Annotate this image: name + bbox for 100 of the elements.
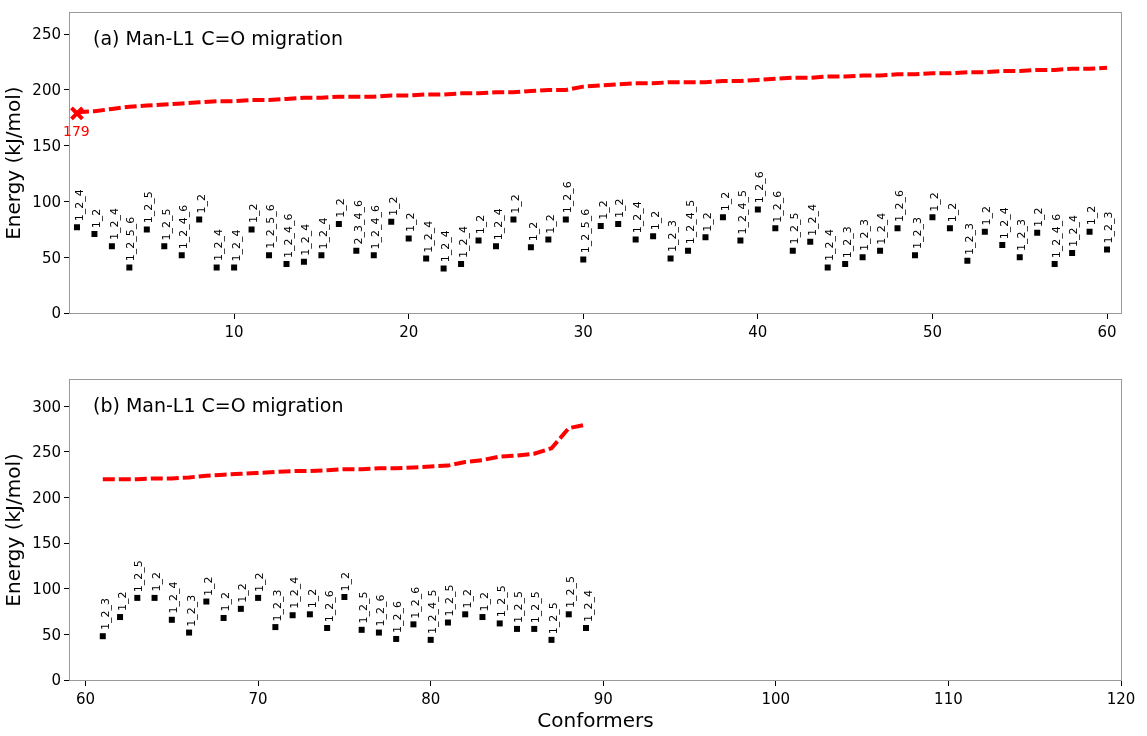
point xyxy=(203,598,210,605)
y-axis-title: Energy (kJ/mol) xyxy=(0,453,25,607)
point xyxy=(283,261,290,268)
point xyxy=(496,620,503,627)
data-label: 1_2_5 xyxy=(356,591,370,624)
data-label: 1_2_4 xyxy=(299,223,313,256)
point xyxy=(719,214,726,221)
data-label: 1_2_6 xyxy=(893,189,907,222)
data-label: 1_2_4_6 xyxy=(1050,213,1064,259)
point xyxy=(685,247,692,254)
data-label: 1_2_3 xyxy=(962,223,976,256)
data-label: 1_2_5 xyxy=(142,191,156,224)
point xyxy=(178,252,185,259)
data-label: 1_2 xyxy=(718,191,732,212)
data-label: 1_2_3 xyxy=(910,217,924,250)
data-label: 1_2_3 xyxy=(271,589,285,622)
data-label: 1_2 xyxy=(543,214,557,234)
data-label: 1_2_6 xyxy=(374,594,388,627)
x-tick-label: 100 xyxy=(761,690,791,708)
data-label: 1_2_6 xyxy=(323,590,337,623)
point xyxy=(196,216,203,223)
point xyxy=(388,218,395,225)
data-label: 1_2_5 xyxy=(788,212,802,245)
data-label: 1_2 xyxy=(386,196,400,216)
point xyxy=(597,223,604,230)
point xyxy=(237,605,244,612)
point xyxy=(168,616,175,623)
point xyxy=(911,252,918,259)
point xyxy=(772,225,779,232)
data-label: 1_2_5_6 xyxy=(264,204,278,249)
data-label: 1_2 xyxy=(236,583,250,603)
data-label: 1_2_5 xyxy=(529,591,543,624)
data-label: 1_2_3 xyxy=(1015,219,1029,252)
point xyxy=(475,237,482,244)
point xyxy=(1069,249,1076,256)
y-tick-label: 50 xyxy=(41,625,61,644)
data-label: 1_2_4 xyxy=(212,229,226,262)
point xyxy=(632,236,639,243)
data-label: 1_2 xyxy=(253,572,267,592)
data-label: 1_2_4 xyxy=(167,581,181,614)
x-tick-label: 120 xyxy=(1106,690,1136,708)
y-tick-label: 300 xyxy=(32,397,61,416)
point xyxy=(440,265,447,272)
data-label: 1_2_4 xyxy=(491,208,505,241)
point xyxy=(562,216,569,223)
point xyxy=(513,625,520,632)
y-tick-label: 200 xyxy=(32,488,61,507)
point xyxy=(213,264,220,271)
data-label: 1_2 xyxy=(333,198,347,218)
data-label: 1_2_4 xyxy=(582,590,596,623)
point xyxy=(807,238,814,245)
data-label: 1_2_4 xyxy=(823,229,837,262)
point xyxy=(877,247,884,254)
point xyxy=(161,243,168,250)
point xyxy=(324,625,331,631)
data-label: 1_2_3 xyxy=(98,598,112,630)
point xyxy=(186,629,193,636)
data-label: 1_2_4 xyxy=(805,203,819,236)
point xyxy=(565,611,572,618)
data-label: 1_2_4 xyxy=(1067,215,1081,248)
data-label: 1_2_4 xyxy=(229,229,243,262)
x-tick-label: 20 xyxy=(399,323,419,342)
data-label: 1_2 xyxy=(1084,205,1098,226)
data-label: 1_2_6 xyxy=(770,190,784,223)
point xyxy=(1016,254,1023,261)
data-label: 1_2_5 xyxy=(564,576,578,609)
data-label: 1_2_4 xyxy=(875,212,889,245)
point xyxy=(650,233,657,240)
y-tick-label: 250 xyxy=(32,443,61,462)
y-tick-label: 50 xyxy=(41,248,61,267)
data-label: 2_3_4_6 xyxy=(352,199,366,245)
y-tick-label: 0 xyxy=(51,671,61,690)
point xyxy=(91,230,98,237)
x-tick-label: 80 xyxy=(421,690,441,708)
point xyxy=(289,612,296,619)
data-label: 1_2_5 xyxy=(443,584,457,617)
x-tick-label: 10 xyxy=(224,323,244,342)
text: (a) Man-L1 C=O migration xyxy=(93,27,344,49)
point xyxy=(946,225,953,232)
data-label: 1_2_3 xyxy=(666,220,680,253)
point xyxy=(393,635,400,642)
point xyxy=(548,636,555,643)
point xyxy=(859,254,866,261)
data-label: 1_2 xyxy=(89,208,103,229)
point xyxy=(231,264,238,271)
data-label: 1_2 xyxy=(247,203,261,224)
point xyxy=(824,264,831,271)
point xyxy=(318,252,325,259)
point xyxy=(462,611,469,618)
point xyxy=(479,614,486,621)
data-label: 1_2_3 xyxy=(841,226,855,259)
data-label: 1_2_4 xyxy=(631,201,645,234)
point xyxy=(531,625,538,632)
x-tick-label: 60 xyxy=(75,690,96,708)
point xyxy=(353,247,360,254)
data-label: 1_2 xyxy=(339,571,353,592)
data-label: 1_2_4_5 xyxy=(426,589,440,635)
data-label: 1_2_4 xyxy=(439,230,453,263)
y-tick-label: 250 xyxy=(32,25,61,44)
data-label: 1_2 xyxy=(149,571,163,592)
